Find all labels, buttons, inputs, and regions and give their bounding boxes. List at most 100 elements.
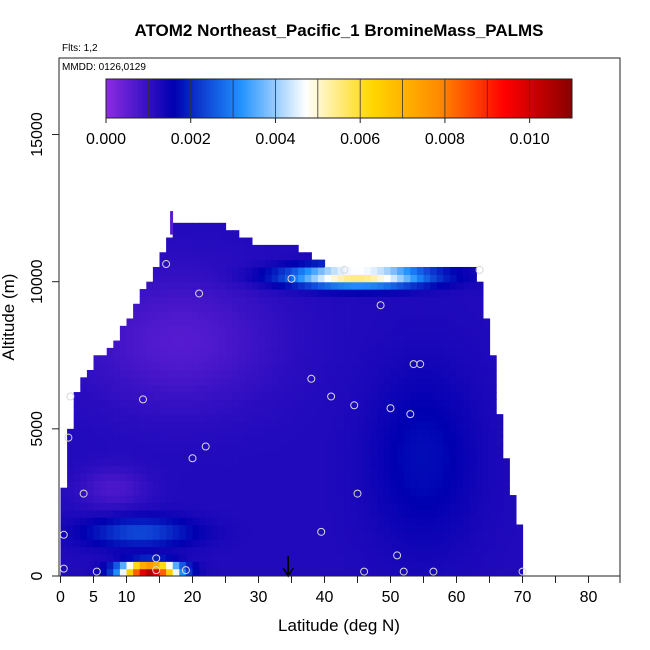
- heatmap-cell: [126, 355, 134, 364]
- heatmap-cell: [152, 561, 161, 570]
- heatmap-cell: [166, 414, 174, 423]
- heatmap-cell: [416, 443, 425, 452]
- heatmap-cell: [172, 443, 180, 452]
- heatmap-cell: [245, 546, 253, 555]
- heatmap-cell: [80, 406, 88, 415]
- heatmap-cell: [317, 318, 326, 327]
- heatmap-cell: [469, 274, 477, 283]
- heatmap-cell: [416, 399, 425, 408]
- heatmap-cell: [80, 443, 88, 452]
- heatmap-cell: [463, 531, 471, 540]
- heatmap-cell: [251, 487, 260, 496]
- heatmap-cell: [291, 487, 299, 496]
- heatmap-cell: [146, 421, 154, 430]
- heatmap-cell: [245, 266, 253, 275]
- colorbar-swatch: [217, 79, 221, 118]
- heatmap-cell: [225, 465, 233, 474]
- heatmap-cell: [304, 421, 312, 430]
- heatmap-cell: [205, 266, 213, 275]
- heatmap-cell: [337, 531, 345, 540]
- heatmap-cell: [436, 296, 444, 305]
- heatmap-cell: [152, 428, 161, 437]
- heatmap-cell: [509, 517, 517, 526]
- heatmap-cell: [496, 539, 504, 548]
- heatmap-cell: [172, 244, 180, 253]
- heatmap-cell: [377, 472, 385, 481]
- heatmap-cell: [139, 347, 147, 356]
- heatmap-cell: [199, 369, 207, 378]
- heatmap-cell: [383, 296, 392, 305]
- heatmap-cell: [397, 495, 405, 504]
- heatmap-cell: [436, 531, 444, 540]
- heatmap-cell: [364, 289, 372, 297]
- heatmap-cell: [172, 465, 180, 474]
- heatmap-cell: [278, 392, 286, 401]
- heatmap-cell: [126, 369, 134, 378]
- heatmap-cell: [152, 450, 161, 459]
- heatmap-cell: [271, 318, 279, 327]
- heatmap-cell: [146, 502, 154, 511]
- colorbar-swatch: [351, 79, 355, 118]
- heatmap-cell: [482, 531, 491, 540]
- heatmap-cell: [317, 553, 326, 562]
- heatmap-cell: [172, 362, 180, 371]
- heatmap-cell: [331, 568, 339, 576]
- colorbar-swatch: [548, 79, 552, 118]
- heatmap-cell: [377, 384, 385, 393]
- heatmap-cell: [106, 369, 114, 378]
- heatmap-cell: [172, 546, 180, 555]
- heatmap-cell: [324, 531, 332, 540]
- heatmap-cell: [251, 553, 260, 562]
- heatmap-cell: [377, 509, 385, 518]
- heatmap-cell: [357, 362, 365, 371]
- heatmap-cell: [106, 487, 114, 496]
- heatmap-cell: [205, 281, 213, 290]
- heatmap-cell: [278, 296, 286, 305]
- heatmap-cell: [238, 472, 246, 481]
- heatmap-cell: [350, 421, 359, 430]
- heatmap-cell: [430, 406, 438, 415]
- heatmap-cell: [298, 399, 306, 408]
- heatmap-cell: [390, 406, 398, 415]
- heatmap-cell: [489, 524, 497, 533]
- heatmap-cell: [370, 355, 378, 364]
- heatmap-cell: [60, 539, 68, 548]
- heatmap-cell: [265, 244, 273, 253]
- heatmap-cell: [317, 311, 326, 320]
- heatmap-cell: [133, 487, 141, 496]
- heatmap-cell: [179, 436, 187, 445]
- heatmap-cell: [238, 568, 246, 576]
- heatmap-cell: [436, 509, 444, 518]
- heatmap-cell: [245, 531, 253, 540]
- heatmap-cell: [331, 421, 339, 430]
- heatmap-cell: [245, 340, 253, 349]
- heatmap-cell: [278, 495, 286, 504]
- heatmap-cell: [370, 524, 378, 533]
- heatmap-cell: [469, 561, 477, 570]
- heatmap-cell: [463, 303, 471, 312]
- heatmap-cell: [172, 266, 180, 275]
- sample-point: [181, 566, 190, 575]
- heatmap-cell: [383, 458, 392, 467]
- heatmap-cell: [291, 546, 299, 555]
- heatmap-cell: [496, 414, 504, 423]
- heatmap-cell: [179, 414, 187, 423]
- heatmap-cell: [192, 436, 200, 445]
- heatmap-cell: [212, 252, 220, 261]
- heatmap-cell: [139, 377, 147, 386]
- colorbar-swatch: [411, 79, 415, 118]
- heatmap-cell: [476, 414, 484, 423]
- heatmap-cell: [350, 362, 359, 371]
- heatmap-cell: [423, 465, 431, 474]
- heatmap-cell: [291, 465, 299, 474]
- heatmap-cell: [86, 421, 95, 430]
- heatmap-cell: [192, 399, 200, 408]
- heatmap-cell: [199, 237, 207, 246]
- colorbar-swatch: [561, 79, 565, 118]
- heatmap-cell: [172, 318, 180, 327]
- heatmap-cell: [205, 362, 213, 371]
- heatmap-cell: [377, 289, 385, 297]
- heatmap-cell: [298, 311, 306, 320]
- heatmap-cell: [192, 392, 200, 401]
- colorbar-swatch: [398, 79, 402, 118]
